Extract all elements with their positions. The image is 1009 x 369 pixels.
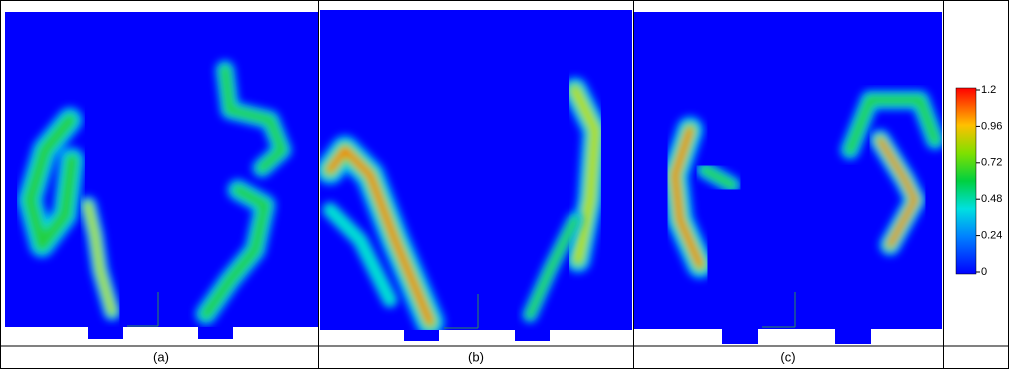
plume (79, 196, 121, 321)
contour-band (85, 202, 115, 315)
plume (696, 161, 741, 194)
contour-band (23, 113, 79, 252)
plume (322, 202, 398, 308)
plume (320, 135, 445, 330)
panel-label: (c) (780, 349, 795, 364)
plume (562, 77, 608, 273)
colorbar-tick-label: 0.72 (981, 157, 1002, 169)
plume (840, 90, 942, 160)
panel-label: (b) (468, 349, 484, 364)
colorbar-tick-label: 0.96 (981, 120, 1002, 132)
plume (869, 129, 926, 256)
contour-band (220, 65, 287, 173)
contour-band (700, 165, 737, 190)
colorbar-tick-label: 0 (981, 266, 987, 278)
contour-band (878, 138, 917, 247)
colorbar: 0 0.24 0.48 0.72 0.96 1.2 (955, 84, 1002, 278)
colorbar-tick-label: 0.48 (981, 193, 1002, 205)
inlets (88, 327, 871, 344)
panel-label: (a) (153, 349, 169, 364)
plume (195, 179, 276, 325)
contour-band (673, 128, 702, 267)
plume (522, 212, 583, 323)
colorbar-tick-label: 1.2 (981, 84, 996, 96)
colorbar-gradient (955, 87, 977, 275)
contour-band (845, 95, 940, 155)
plume (17, 107, 85, 258)
axes-glyph (127, 292, 796, 329)
contour-band (324, 204, 396, 306)
plume (215, 60, 292, 178)
contour-band (328, 148, 432, 324)
contours (17, 35, 942, 330)
contour-band (571, 86, 599, 264)
contour-band (200, 184, 271, 320)
contour-band (526, 216, 579, 319)
colorbar-tick-label: 0.24 (981, 230, 1002, 242)
plume (661, 116, 714, 279)
